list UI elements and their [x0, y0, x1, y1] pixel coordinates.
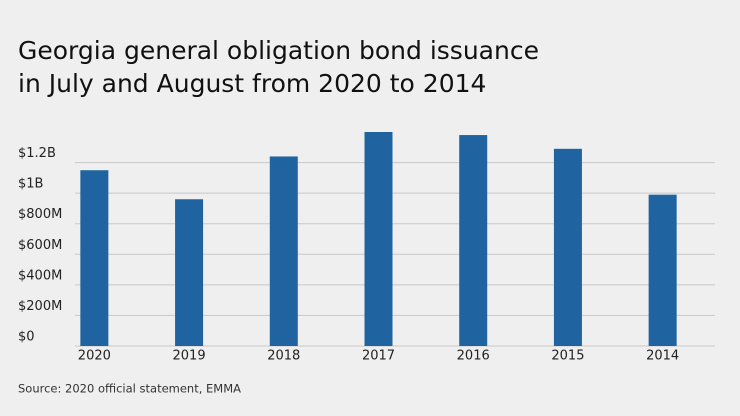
source-note: Source: 2020 official statement, EMMA — [18, 382, 241, 396]
x-tick-label: 2016 — [457, 349, 490, 364]
bar — [459, 135, 488, 346]
bar — [175, 199, 204, 346]
bar — [364, 132, 393, 346]
bar — [269, 156, 298, 346]
bar — [80, 170, 109, 346]
x-tick-label: 2014 — [646, 349, 679, 364]
x-tick-label: 2017 — [362, 349, 395, 364]
y-tick-label: $1B — [18, 177, 43, 192]
y-tick-label: $600M — [18, 238, 62, 253]
bar — [648, 194, 677, 346]
y-tick-label: $0 — [18, 330, 35, 345]
y-tick-label: $800M — [18, 207, 62, 222]
y-tick-label: $200M — [18, 299, 62, 314]
chart-title: in July and August from 2020 to 2014 — [18, 69, 486, 98]
x-tick-label: 2015 — [551, 349, 584, 364]
y-tick-label: $1.2B — [18, 146, 56, 161]
x-tick-label: 2018 — [267, 349, 300, 364]
y-tick-label: $400M — [18, 268, 62, 283]
x-tick-label: 2020 — [78, 349, 111, 364]
chart-title: Georgia general obligation bond issuance — [18, 36, 539, 65]
bar — [553, 148, 582, 346]
x-tick-label: 2019 — [173, 349, 206, 364]
